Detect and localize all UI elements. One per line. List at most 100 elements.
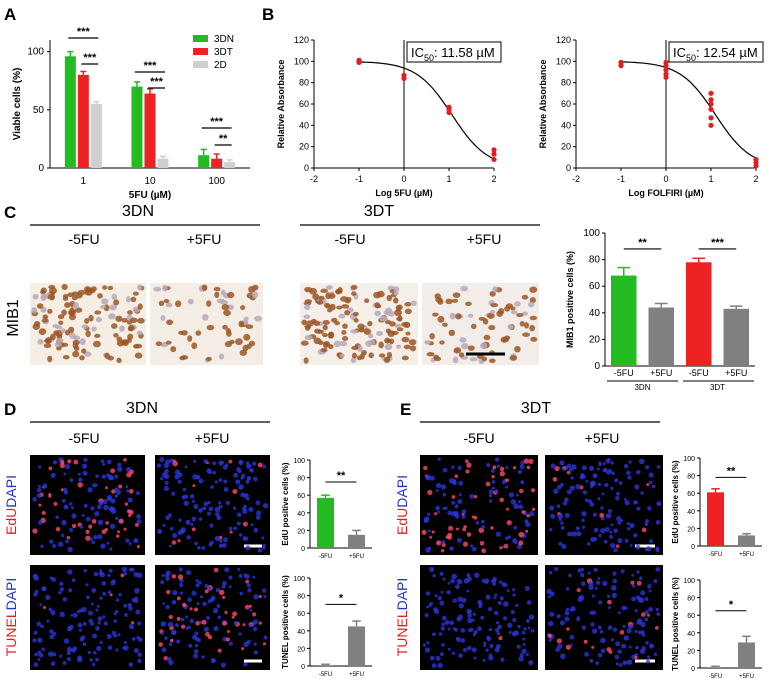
fluorescent-cell [423,465,428,471]
cell-nucleus [453,347,462,354]
fluorescent-cell [238,632,242,636]
cell-nucleus [318,295,325,301]
y-tick-label: 0 [301,664,305,671]
cell-nucleus [521,294,529,300]
fluorescent-cell [228,526,233,531]
fluorescent-cell [171,491,176,496]
fluorescent-cell [92,633,98,639]
fluorescent-cell [548,595,551,599]
fluorescent-cell [638,458,645,465]
fluorescent-cell [221,595,226,600]
bar-3dt [211,158,223,168]
fluorescent-cell [442,577,446,581]
y-tick-label: 60 [589,281,601,292]
fluorescent-cell [454,474,459,479]
fluorescent-cell [83,457,88,462]
fluorescent-cell [122,646,126,650]
fluorescent-cell [626,470,631,476]
cell-nucleus [351,352,358,359]
fluorescent-cell [232,489,238,495]
cell-nucleus [489,291,496,297]
fluorescent-cell [207,586,211,591]
fluorescent-cell [571,464,577,470]
fluorescent-cell [110,506,115,510]
fluorescent-cell [518,531,524,538]
fluorescent-cell [452,627,456,631]
fluorescent-cell [159,477,164,481]
fluorescent-cell [566,463,572,469]
fluorescent-cell [503,543,509,549]
cell-nucleus [45,337,52,345]
fluorescent-cell [177,574,184,580]
fluorescent-cell [637,630,642,635]
fluorescent-cell [66,646,73,652]
fluorescent-cell [114,487,119,492]
cell-nucleus [47,293,56,300]
fluorescent-cell [519,652,524,658]
cell-nucleus [509,355,518,361]
fluorescent-cell [245,545,251,551]
fluorescent-cell [560,521,564,525]
y-tick-label: 20 [297,646,305,653]
fluorescent-cell [646,483,650,487]
fluorescent-cell [630,580,635,585]
fluorescent-cell [233,620,238,626]
chart-a: 0 50 100 Viable cells (%) 5FU (µM) 1 10 100 3DN 3… [12,26,250,201]
fluorescent-cell [46,619,50,623]
fluorescent-cell [168,544,172,548]
cell-nucleus [469,357,478,362]
fluorescent-cell [497,624,502,630]
fluorescent-cell [164,480,169,485]
fluorescent-cell [117,462,122,467]
cell-nucleus [464,301,472,307]
fluorescent-cell [526,465,531,470]
cell-nucleus [500,336,508,343]
fluorescent-cell [175,623,179,627]
cell-nucleus [433,354,440,360]
y-tick-label: 100 [683,578,695,585]
fluorescent-cell [586,542,591,546]
fluorescent-cell [591,610,596,615]
fluorescent-cell [559,460,565,466]
fluorescent-cell [426,512,431,517]
fluorescent-cell [481,578,487,584]
fluorescent-cell [198,478,204,484]
fluorescent-cell [165,570,171,576]
data-point [708,101,714,107]
fluorescent-cell [261,546,266,550]
fluorescent-cell [59,654,63,658]
fluorescent-cell [628,645,632,649]
fluorescent-cell [604,482,609,488]
fluorescent-cell [34,652,39,657]
fluorescent-cell [473,494,478,499]
cell-nucleus [41,318,49,323]
d-edu-dapi-label: EdUDAPI [3,475,19,535]
fluorescent-cell [85,595,90,600]
fluorescent-cell [617,649,622,654]
fluorescent-cell [123,641,127,645]
fluorescent-cell [429,475,435,481]
fluorescent-cell [458,603,464,609]
fluorescent-cell [195,579,199,583]
fluorescent-cell [133,538,138,543]
cell-nucleus [368,339,376,346]
cell-nucleus [516,312,524,318]
fluorescent-cell [549,505,555,511]
cell-nucleus [401,355,409,361]
cell-nucleus [84,286,91,293]
fluorescent-cell [614,654,620,660]
fluorescent-cell [471,546,477,552]
cell-nucleus [527,301,535,308]
fluorescent-cell [478,604,483,609]
fluorescent-cell [558,541,563,546]
fluorescent-cell [597,652,603,658]
fluorescent-cell [100,543,106,549]
c-3dn-minus: -5FU [68,231,99,247]
cell-nucleus [322,341,329,349]
fluorescent-cell [525,521,531,528]
fluorescent-cell [107,573,111,577]
fluorescent-cell [614,478,619,483]
cell-nucleus [61,283,68,291]
fluorescent-cell [172,532,178,538]
cell-nucleus [252,284,259,291]
